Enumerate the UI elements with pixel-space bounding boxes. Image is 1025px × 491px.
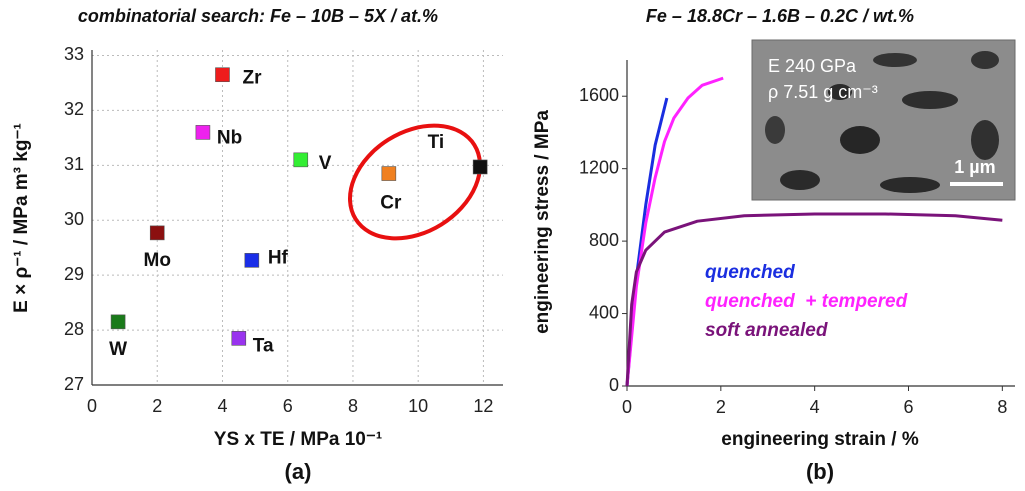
point-label: Nb <box>217 127 242 148</box>
point <box>244 253 260 268</box>
point-label: Mo <box>144 250 171 271</box>
x-tick-label: 2 <box>152 396 162 416</box>
scale-bar-label: 1 µm <box>954 157 995 177</box>
inset-text: ρ 7.51 g cm⁻³ <box>768 82 878 102</box>
y-tick-label: 28 <box>64 319 84 339</box>
point-label: Ta <box>253 335 274 356</box>
y-tick-label: 27 <box>64 374 84 394</box>
chart-title: Fe – 18.8Cr – 1.6B – 0.2C / wt.% <box>646 6 914 26</box>
micrograph-frame <box>751 39 1016 201</box>
x-tick-label: 0 <box>87 396 97 416</box>
legend-label: quenched <box>705 262 795 283</box>
point <box>195 125 211 140</box>
x-axis-label: YS x TE / MPa 10⁻¹ <box>214 429 382 450</box>
x-axis-label: engineering strain / % <box>721 429 919 450</box>
y-tick-label: 800 <box>589 230 619 250</box>
inset-text: E 240 GPa <box>768 56 857 76</box>
phase <box>765 116 785 144</box>
point <box>215 67 230 83</box>
legend-label: soft annealed <box>705 320 828 341</box>
point <box>472 159 488 175</box>
y-tick-label: 1600 <box>579 85 619 105</box>
x-tick-label: 0 <box>622 397 632 417</box>
x-tick-label: 2 <box>716 397 726 417</box>
point <box>110 314 126 330</box>
point <box>293 152 309 168</box>
y-axis-label: E × ρ⁻¹ / MPa m³ kg⁻¹ <box>11 123 32 313</box>
y-axis-label: engineering stress / MPa <box>532 110 553 334</box>
x-tick-label: 4 <box>810 397 820 417</box>
y-tick-label: 0 <box>609 375 619 395</box>
x-tick-label: 10 <box>408 396 428 416</box>
phase <box>840 126 880 154</box>
y-tick-label: 32 <box>64 99 84 119</box>
phase <box>873 53 917 67</box>
point <box>231 331 247 346</box>
point-label: Ti <box>428 132 445 153</box>
point <box>149 225 165 241</box>
point-label: V <box>319 153 332 174</box>
x-tick-label: 6 <box>903 397 913 417</box>
point-label: Cr <box>380 193 402 214</box>
y-tick-label: 400 <box>589 302 619 322</box>
legend-label: quenched + tempered <box>705 291 908 312</box>
line <box>625 97 669 387</box>
x-tick-label: 12 <box>473 396 493 416</box>
phase <box>971 120 999 160</box>
highlight-ellipse <box>347 123 483 241</box>
x-tick-label: 6 <box>283 396 293 416</box>
y-tick-label: 30 <box>64 209 84 229</box>
caption: (a) <box>285 459 312 484</box>
phase <box>902 91 958 109</box>
phase <box>971 51 999 69</box>
x-tick-label: 8 <box>348 396 358 416</box>
y-tick-label: 29 <box>64 264 84 284</box>
y-tick-label: 31 <box>64 154 84 174</box>
chart-title: combinatorial search: Fe – 10B – 5X / at… <box>78 6 438 26</box>
caption: (b) <box>806 459 834 484</box>
y-tick-label: 1200 <box>579 157 619 177</box>
line <box>625 212 1003 387</box>
point-label: Hf <box>268 247 289 268</box>
point-label: Zr <box>242 68 262 89</box>
point <box>381 166 397 181</box>
x-tick-label: 8 <box>997 397 1007 417</box>
micrograph-inset: E 240 GPa ρ 7.51 g cm⁻³ 1 µm <box>751 39 1016 201</box>
point-label: W <box>109 339 127 360</box>
y-tick-label: 33 <box>64 44 84 64</box>
phase <box>780 170 820 190</box>
phase <box>880 177 940 193</box>
phase <box>828 84 852 100</box>
x-tick-label: 4 <box>217 396 227 416</box>
